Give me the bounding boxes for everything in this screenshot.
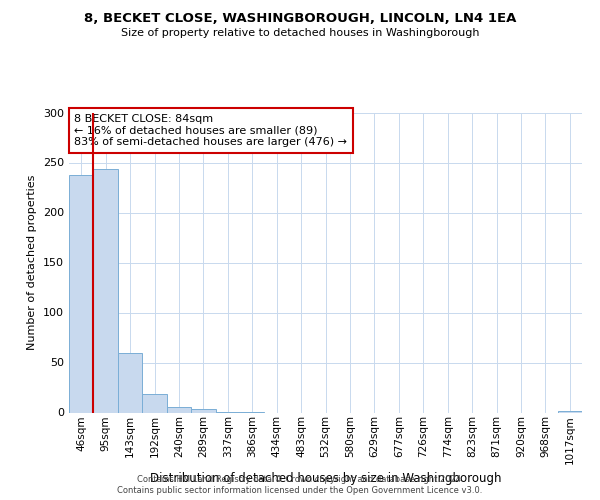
Bar (167, 406, 191, 412)
Bar (94, 168, 118, 412)
Text: Contains HM Land Registry data © Crown copyright and database right 2024.: Contains HM Land Registry data © Crown c… (137, 475, 463, 484)
Bar (142, 394, 167, 412)
X-axis label: Distribution of detached houses by size in Washingborough: Distribution of detached houses by size … (150, 472, 501, 485)
Text: Size of property relative to detached houses in Washingborough: Size of property relative to detached ho… (121, 28, 479, 38)
Text: 8 BECKET CLOSE: 84sqm
← 16% of detached houses are smaller (89)
83% of semi-deta: 8 BECKET CLOSE: 84sqm ← 16% of detached … (74, 114, 347, 147)
Text: 8, BECKET CLOSE, WASHINGBOROUGH, LINCOLN, LN4 1EA: 8, BECKET CLOSE, WASHINGBOROUGH, LINCOLN… (84, 12, 516, 26)
Text: Contains public sector information licensed under the Open Government Licence v3: Contains public sector information licen… (118, 486, 482, 495)
Bar (118, 352, 142, 412)
Bar (557, 410, 582, 412)
Bar (191, 408, 215, 412)
Bar (69, 174, 94, 412)
Y-axis label: Number of detached properties: Number of detached properties (28, 175, 37, 350)
